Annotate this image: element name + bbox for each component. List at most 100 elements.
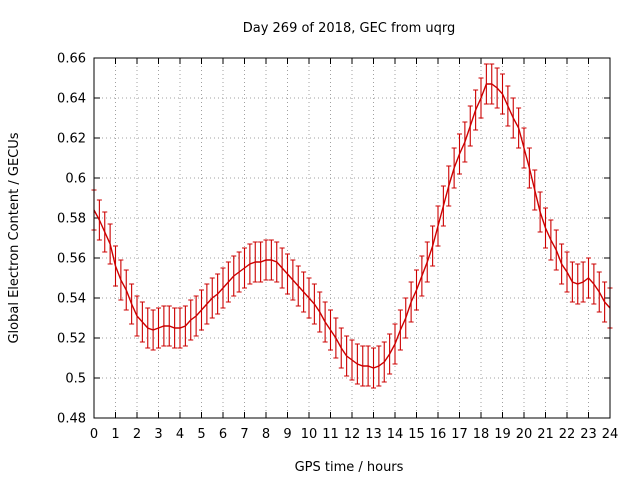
x-tick-label: 23 [580, 427, 597, 442]
error-bar [172, 307, 178, 349]
x-tick-label: 12 [344, 427, 361, 442]
x-tick-label: 4 [176, 427, 184, 442]
y-tick-label: 0.52 [57, 332, 86, 347]
error-bar [543, 207, 548, 249]
error-bar [150, 309, 156, 351]
x-tick-label: 22 [559, 427, 576, 442]
error-bar [505, 85, 511, 127]
error-bar [424, 241, 430, 283]
error-bar [500, 73, 505, 115]
error-bar [602, 281, 608, 323]
y-tick-label: 0.58 [57, 212, 86, 227]
x-tick-label: 18 [473, 427, 490, 442]
error-bar [139, 301, 145, 343]
error-bar [258, 241, 264, 283]
x-tick-label: 14 [387, 427, 404, 442]
error-bar [591, 263, 597, 305]
error-bar [285, 253, 290, 295]
error-bar [129, 283, 135, 325]
error-bar [510, 97, 516, 139]
error-bar [242, 247, 247, 289]
error-bar [118, 259, 124, 301]
x-tick-label: 20 [516, 427, 533, 442]
error-bar [156, 307, 161, 349]
error-bar [564, 251, 570, 293]
error-bar [322, 301, 328, 343]
error-bar [274, 241, 280, 283]
error-bar [457, 133, 462, 175]
error-bar [451, 147, 457, 189]
error-bar [279, 247, 285, 289]
x-axis-label: GPS time / hours [295, 460, 404, 475]
y-tick-label: 0.62 [57, 132, 86, 147]
error-bar [252, 241, 258, 283]
error-bar [408, 281, 414, 323]
y-tick-label: 0.64 [57, 92, 86, 107]
error-bar [473, 89, 479, 131]
x-tick-label: 3 [154, 427, 162, 442]
error-bar [338, 327, 344, 369]
error-bar [204, 283, 210, 325]
series-layer [91, 63, 613, 389]
y-axis-label: Global Electron Content / GECUs [7, 132, 22, 343]
error-bar [580, 261, 586, 303]
error-bar [575, 263, 581, 305]
error-bar [371, 347, 376, 389]
error-bar [387, 333, 393, 375]
error-bar [489, 63, 495, 105]
error-bar [435, 205, 441, 247]
error-bar [596, 271, 602, 313]
error-bar [548, 219, 554, 261]
x-tick-label: 2 [133, 427, 141, 442]
error-bar [333, 317, 339, 359]
error-bar [236, 251, 242, 293]
error-bar [231, 255, 237, 297]
error-bar [559, 243, 565, 285]
error-bar [215, 273, 221, 315]
error-bar [199, 289, 204, 331]
x-tick-label: 5 [197, 427, 205, 442]
x-tick-label: 6 [219, 427, 227, 442]
error-bar [440, 185, 446, 227]
error-bar [113, 245, 118, 287]
x-tick-label: 10 [301, 427, 318, 442]
y-tick-label: 0.6 [65, 172, 86, 187]
error-bar [96, 199, 102, 241]
error-bar [419, 255, 425, 297]
error-bar [478, 77, 484, 119]
tick-labels: 0 1 2 3 4 5 6 7 8 9 10 11 12 13 14 15 16 17 18 19 20 21 22 23 24… [57, 52, 618, 443]
error-bar [516, 107, 522, 149]
error-bar [521, 127, 527, 169]
error-bar [306, 277, 312, 319]
error-bar [301, 271, 307, 313]
plot-frame [93, 57, 611, 419]
error-bar [467, 105, 473, 147]
error-bar [290, 259, 296, 301]
error-bar [381, 341, 387, 383]
error-bar [344, 335, 350, 377]
error-bar [360, 345, 366, 387]
error-bar [494, 67, 500, 109]
chart-title: Day 269 of 2018, GEC from uqrg [243, 21, 456, 36]
y-tick-label: 0.66 [57, 52, 86, 67]
error-bar [311, 283, 317, 325]
error-bar [123, 269, 129, 311]
x-tick-label: 16 [430, 427, 447, 442]
error-bar [532, 169, 538, 211]
x-tick-label: 15 [408, 427, 425, 442]
error-bar [177, 307, 183, 349]
error-bar [161, 305, 167, 347]
error-bar [569, 261, 575, 303]
error-bar [483, 63, 489, 105]
error-bar [354, 343, 360, 385]
error-bar [182, 305, 188, 347]
error-bar [295, 265, 301, 307]
error-bar [145, 307, 151, 349]
x-tick-label: 1 [111, 427, 119, 442]
error-bar [392, 323, 398, 365]
error-bar [414, 269, 419, 311]
x-tick-label: 24 [602, 427, 619, 442]
error-bar [317, 291, 323, 333]
y-tick-label: 0.48 [57, 412, 86, 427]
error-bar [268, 239, 274, 281]
